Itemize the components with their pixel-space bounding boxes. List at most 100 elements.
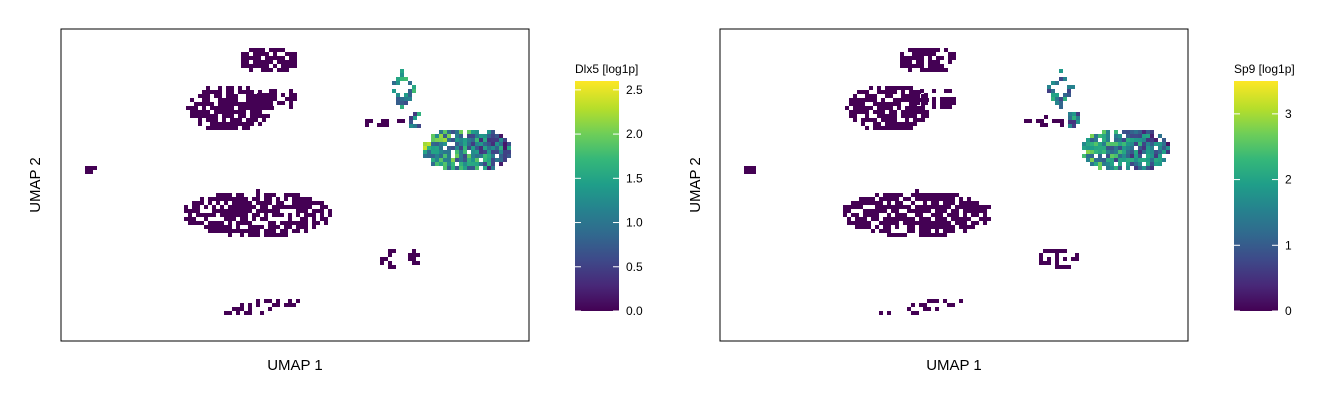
umap-cell [1166, 150, 1170, 154]
umap-cell [268, 221, 272, 225]
umap-cell [222, 98, 226, 102]
umap-cell [246, 86, 250, 90]
umap-cell [281, 68, 285, 72]
umap-cell [919, 193, 923, 197]
umap-cell [388, 253, 392, 257]
umap-cell [296, 221, 300, 225]
umap-cell [891, 197, 895, 201]
umap-cell [240, 197, 244, 201]
umap-cell [198, 110, 202, 114]
umap-cell [877, 122, 881, 126]
umap-cell [244, 311, 248, 315]
umap-cell [849, 114, 853, 118]
umap-cell [244, 213, 248, 217]
umap-cell [889, 94, 893, 98]
umap-cell [224, 213, 228, 217]
umap-cell [266, 114, 270, 118]
umap-cell [1106, 138, 1110, 142]
umap-cell [912, 48, 916, 52]
umap-cell [863, 225, 867, 229]
umap-cell [400, 69, 404, 73]
umap-cell [471, 158, 475, 162]
umap-cell [885, 126, 889, 130]
umap-cell [257, 93, 261, 97]
umap-cell [459, 130, 463, 134]
umap-cell [963, 217, 967, 221]
umap-cell [491, 158, 495, 162]
umap-cell [1126, 162, 1130, 166]
umap-cell [471, 134, 475, 138]
umap-cell [1110, 150, 1114, 154]
umap-cell [316, 221, 320, 225]
umap-cell [1154, 154, 1158, 158]
umap-cell [220, 213, 224, 217]
umap-cell [889, 122, 893, 126]
umap-cell [901, 94, 905, 98]
umap-cell [1122, 158, 1126, 162]
umap-cell [89, 170, 93, 174]
umap-cell [320, 217, 324, 221]
umap-cell [1090, 154, 1094, 158]
umap-cell [202, 102, 206, 106]
umap-cell [951, 209, 955, 213]
umap-cell [947, 303, 951, 307]
umap-cell [873, 102, 877, 106]
umap-cell [744, 170, 748, 174]
umap-cell [447, 134, 451, 138]
umap-cell [952, 101, 956, 105]
umap-cell [257, 48, 261, 52]
umap-cell [214, 118, 218, 122]
umap-cell [1086, 146, 1090, 150]
umap-cell [875, 213, 879, 217]
umap-cell [261, 97, 265, 101]
umap-cell [925, 114, 929, 118]
umap-cell [879, 201, 883, 205]
umap-cell [1158, 150, 1162, 154]
umap-cell [499, 134, 503, 138]
umap-cell [280, 229, 284, 233]
umap-cell [491, 130, 495, 134]
umap-cell [1150, 158, 1154, 162]
umap-cell [487, 150, 491, 154]
umap-cell [257, 97, 261, 101]
umap-cell [1044, 123, 1048, 127]
umap-cell [483, 138, 487, 142]
umap-cell [499, 150, 503, 154]
umap-cell [289, 93, 293, 97]
umap-cell [499, 146, 503, 150]
umap-cell [1118, 138, 1122, 142]
umap-cell [871, 213, 875, 217]
umap-cell [908, 56, 912, 60]
umap-cell [885, 114, 889, 118]
umap-cell [483, 166, 487, 170]
umap-cell [396, 77, 400, 81]
umap-cell [855, 225, 859, 229]
umap-cell [952, 52, 956, 56]
umap-cell [503, 142, 507, 146]
umap-cell [975, 205, 979, 209]
umap-cell [1102, 150, 1106, 154]
umap-cell [913, 122, 917, 126]
umap-cell [196, 205, 200, 209]
umap-cell [222, 106, 226, 110]
umap-cell [455, 130, 459, 134]
umap-cells-sp9 [744, 48, 1170, 315]
umap-cell [1158, 146, 1162, 150]
umap-cell [269, 93, 273, 97]
umap-cell [423, 142, 427, 146]
umap-cell [1138, 158, 1142, 162]
umap-cell [194, 102, 198, 106]
umap-cell [232, 213, 236, 217]
umap-cell [1075, 257, 1079, 261]
umap-cell [288, 299, 292, 303]
umap-cell [244, 205, 248, 209]
umap-cell [931, 205, 935, 209]
umap-cell [244, 221, 248, 225]
umap-cell [931, 221, 935, 225]
umap-cell [234, 122, 238, 126]
umap-cell [905, 126, 909, 130]
umap-cell [951, 201, 955, 205]
umap-cell [943, 205, 947, 209]
umap-cell [202, 110, 206, 114]
umap-cell [1102, 146, 1106, 150]
